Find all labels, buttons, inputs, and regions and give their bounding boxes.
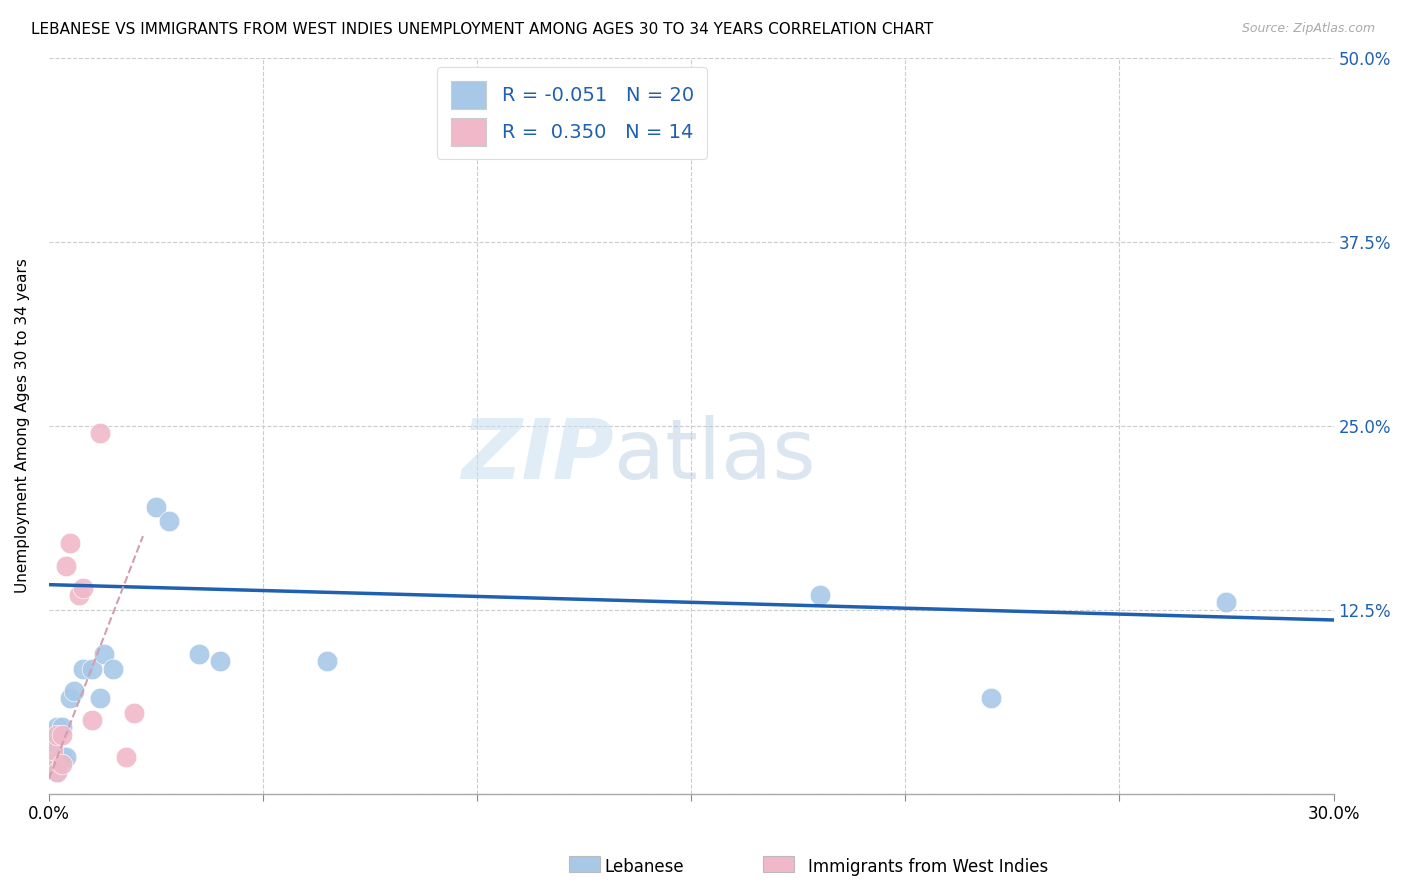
Point <box>51 721 73 735</box>
Point <box>80 662 103 676</box>
Point <box>55 558 77 573</box>
Point <box>124 706 146 720</box>
Point <box>145 500 167 514</box>
Point <box>808 588 831 602</box>
Point <box>59 536 82 550</box>
Point <box>42 742 65 756</box>
Point <box>46 721 69 735</box>
Point <box>63 683 86 698</box>
Point <box>67 588 90 602</box>
Point <box>42 735 65 749</box>
Text: atlas: atlas <box>614 415 815 496</box>
Point <box>89 425 111 440</box>
Text: Source: ZipAtlas.com: Source: ZipAtlas.com <box>1241 22 1375 36</box>
Point <box>980 691 1002 706</box>
Point <box>51 750 73 764</box>
Point <box>187 647 209 661</box>
Point <box>72 662 94 676</box>
Point <box>114 750 136 764</box>
Text: ZIP: ZIP <box>461 415 614 496</box>
Point <box>46 728 69 742</box>
Point <box>46 764 69 779</box>
Point <box>51 757 73 772</box>
Point <box>42 757 65 772</box>
Point <box>89 691 111 706</box>
Text: LEBANESE VS IMMIGRANTS FROM WEST INDIES UNEMPLOYMENT AMONG AGES 30 TO 34 YEARS C: LEBANESE VS IMMIGRANTS FROM WEST INDIES … <box>31 22 934 37</box>
Point <box>93 647 115 661</box>
Point <box>209 654 232 668</box>
Point <box>51 728 73 742</box>
Point <box>1215 595 1237 609</box>
Point <box>72 581 94 595</box>
Y-axis label: Unemployment Among Ages 30 to 34 years: Unemployment Among Ages 30 to 34 years <box>15 259 30 593</box>
Point <box>316 654 339 668</box>
FancyBboxPatch shape <box>763 856 794 872</box>
Point <box>46 764 69 779</box>
Point <box>59 691 82 706</box>
Point <box>55 750 77 764</box>
Point <box>42 757 65 772</box>
Point <box>101 662 124 676</box>
Text: Lebanese: Lebanese <box>605 858 685 876</box>
Point <box>157 514 180 528</box>
Text: Immigrants from West Indies: Immigrants from West Indies <box>808 858 1049 876</box>
Point <box>80 713 103 727</box>
Legend: R = -0.051   N = 20, R =  0.350   N = 14: R = -0.051 N = 20, R = 0.350 N = 14 <box>437 68 707 160</box>
FancyBboxPatch shape <box>569 856 600 872</box>
